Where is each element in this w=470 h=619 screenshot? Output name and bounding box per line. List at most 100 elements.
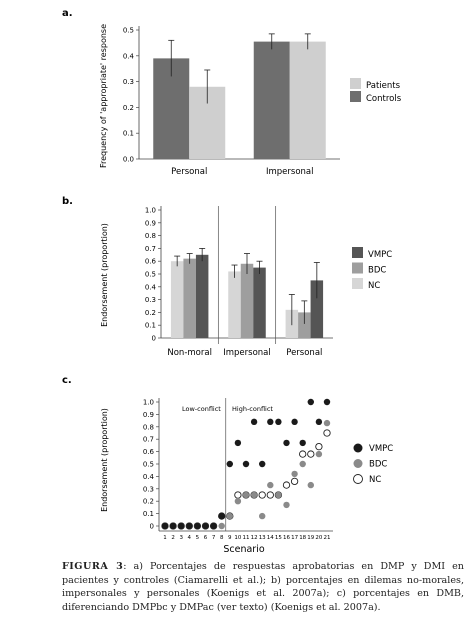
x-tick-label: 16	[283, 535, 290, 541]
panel-c-ylabel: Endorsement (proportion)	[100, 408, 109, 512]
panel-b-label: b.	[62, 196, 73, 207]
point-vmpc-scenario-10	[234, 439, 242, 447]
panel-a-yticks: 0.0 0.1 0.2 0.3 0.4 0.5	[123, 27, 139, 164]
annotation-high-conflict: High-conflict	[232, 405, 273, 413]
x-tick-label: 10	[234, 535, 241, 541]
y-tick-label: 0.9	[145, 219, 156, 227]
x-tick-label: 4	[188, 535, 192, 541]
point-bdc-scenario-8	[218, 522, 225, 530]
x-tick-label: 19	[307, 535, 314, 541]
bar-nc-non-moral	[170, 261, 184, 338]
point-vmpc-scenario-20	[315, 418, 323, 426]
y-tick-label: 0.4	[145, 283, 157, 291]
category-label-personal: Personal	[171, 167, 207, 177]
point-vmpc-scenario-8	[218, 512, 225, 520]
legend-marker-nc	[353, 474, 363, 484]
y-tick-label: 1.0	[143, 399, 154, 407]
figure-caption: FIGURA 3: a) Porcentajes de respuestas a…	[62, 560, 464, 614]
bar-bdc-personal	[298, 312, 311, 338]
y-tick-label: 0.1	[145, 322, 156, 330]
point-bdc-scenario-12	[250, 491, 258, 499]
point-nc-scenario-14	[266, 491, 274, 499]
panel-a-legend: Patients Controls	[350, 78, 402, 104]
point-vmpc-scenario-6	[202, 522, 209, 530]
y-tick-label: 1.0	[145, 207, 156, 215]
bar-bdc-impersonal	[240, 263, 254, 338]
point-bdc-scenario-17	[291, 470, 298, 478]
point-vmpc-scenario-5	[194, 522, 201, 530]
bar-bdc-non-moral	[183, 258, 196, 338]
legend-marker-vmpc	[353, 443, 363, 453]
panel-b-yticks: 0 0.1 0.2 0.3 0.4 0.5 0.6 0.7 0.8 0.9 1.0	[145, 207, 161, 343]
category-label-personal: Personal	[286, 348, 322, 358]
point-bdc-scenario-10	[234, 498, 242, 505]
y-tick-label: 0	[152, 335, 156, 343]
legend-marker-bdc	[353, 459, 363, 468]
point-vmpc-scenario-18	[299, 439, 306, 447]
point-vmpc-scenario-16	[283, 439, 290, 447]
bar-vmpc-non-moral	[195, 254, 209, 338]
legend-label-bdc: BDC	[368, 266, 386, 276]
point-vmpc-scenario-17	[291, 418, 298, 426]
figure-canvas: a. Frequency of 'appropriate' response 0…	[62, 8, 402, 555]
x-tick-label: 3	[179, 535, 183, 541]
panel-a-label: a.	[62, 8, 73, 19]
point-bdc-scenario-20	[315, 450, 323, 458]
point-vmpc-scenario-14	[267, 418, 274, 426]
x-tick-label: 15	[275, 535, 282, 541]
panel-c-legend: VMPC BDC NC	[353, 443, 393, 485]
point-bdc-scenario-18	[299, 460, 306, 468]
x-tick-label: 11	[243, 535, 250, 541]
point-bdc-scenario-21	[323, 419, 331, 427]
y-tick-label: 0.6	[145, 258, 157, 266]
point-vmpc-scenario-19	[307, 398, 314, 406]
panel-a-ylabel: Frequency of 'appropriate' response	[99, 24, 108, 168]
legend-swatch-bdc	[352, 262, 363, 274]
legend-swatch-controls	[350, 91, 361, 102]
bar-controls-impersonal	[253, 41, 290, 159]
point-nc-scenario-16	[282, 481, 291, 489]
bar-patients-impersonal	[289, 41, 326, 159]
x-tick-label: 6	[204, 535, 208, 541]
point-nc-scenario-18	[299, 450, 307, 458]
x-tick-label: 9	[228, 535, 232, 541]
panel-b-legend: VMPC BDC NC	[352, 247, 392, 291]
point-vmpc-scenario-15	[275, 418, 282, 426]
x-tick-label: 18	[299, 535, 306, 541]
legend-label-vmpc: VMPC	[368, 250, 392, 260]
legend-label-nc: NC	[369, 475, 381, 485]
y-tick-label: 0.4	[123, 52, 135, 60]
panel-c-xlabel: Scenario	[223, 544, 264, 555]
y-tick-label: 0	[150, 523, 154, 531]
legend-label-vmpc: VMPC	[369, 444, 393, 454]
point-bdc-scenario-13	[259, 512, 266, 520]
legend-swatch-nc	[352, 278, 363, 289]
panel-b-bars	[170, 247, 324, 338]
panel-a-categories: Personal Impersonal	[171, 167, 313, 177]
y-tick-label: 0.3	[143, 485, 154, 493]
x-tick-label: 1	[163, 535, 167, 541]
x-tick-label: 20	[315, 535, 322, 541]
y-tick-label: 0.9	[143, 411, 154, 419]
point-bdc-scenario-9	[226, 512, 233, 520]
y-tick-label: 0.2	[143, 498, 154, 506]
y-tick-label: 0.5	[145, 271, 156, 279]
point-vmpc-scenario-13	[259, 460, 266, 468]
y-tick-label: 0.3	[145, 296, 156, 304]
x-tick-label: 8	[220, 535, 224, 541]
y-tick-label: 0.1	[143, 510, 154, 518]
point-vmpc-scenario-7	[210, 522, 217, 530]
point-nc-scenario-10	[234, 491, 242, 499]
category-label-non-moral: Non-moral	[167, 348, 212, 358]
bar-vmpc-impersonal	[253, 267, 266, 338]
point-vmpc-scenario-9	[226, 460, 233, 468]
legend-label-patients: Patients	[366, 81, 401, 91]
y-tick-label: 0.7	[145, 245, 156, 253]
point-bdc-scenario-16	[283, 501, 290, 509]
panel-b: b. Endorsement (proportion) 0 0.1 0.2 0.3 0.…	[62, 196, 392, 358]
legend-swatch-vmpc	[352, 247, 363, 258]
x-tick-label: 14	[267, 535, 274, 541]
annotation-low-conflict: Low-conflict	[182, 405, 221, 413]
y-tick-label: 0.2	[145, 309, 156, 317]
point-nc-scenario-20	[315, 442, 323, 451]
